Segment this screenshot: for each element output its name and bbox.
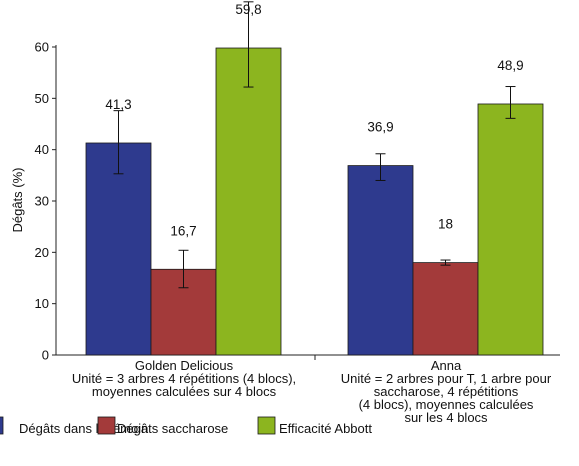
data-labels: 41,3 36,9 16,7 18 59,8 48,9 [105, 2, 523, 238]
category-label: (4 blocs), moyennes calculées [359, 397, 534, 412]
bar [85, 142, 152, 356]
y-tick-label: 30 [35, 194, 49, 209]
y-tick-label: 60 [35, 40, 49, 55]
bar [412, 262, 479, 356]
data-label: 41,3 [105, 97, 131, 112]
y-tick-label: 40 [35, 142, 49, 157]
category-label: Unité = 3 arbres 4 répétitions (4 blocs)… [72, 371, 296, 386]
y-tick-label: 10 [35, 296, 49, 311]
legend-label: Efficacité Abbott [279, 421, 372, 436]
data-label: 48,9 [497, 58, 523, 73]
category-label: saccharose, 4 répétitions [374, 384, 519, 399]
legend-swatch [0, 416, 4, 435]
category-label: sur les 4 blocs [404, 410, 488, 425]
legend-swatch [257, 416, 276, 435]
data-label: 16,7 [170, 223, 196, 238]
category-label: Anna [431, 358, 462, 373]
bar [347, 165, 414, 356]
bars [85, 1, 544, 356]
y-tick-label: 0 [42, 348, 49, 363]
category-label: Golden Delicious [135, 358, 234, 373]
bar [215, 47, 282, 356]
data-label: 18 [438, 217, 453, 232]
y-tick-label: 20 [35, 245, 49, 260]
bar [477, 103, 544, 356]
data-label: 59,8 [235, 2, 261, 17]
data-label: 36,9 [367, 120, 393, 135]
legend-label: Dégâts dans le témoin [19, 421, 148, 436]
y-tick-label: 50 [35, 91, 49, 106]
legend-label: Dégâts saccharose [117, 421, 228, 436]
category-label: moyennes calculées sur 4 blocs [92, 384, 277, 399]
legend-swatch [97, 416, 116, 435]
y-axis-title: Dégâts (%) [10, 167, 25, 232]
category-label: Unité = 2 arbres pour T, 1 arbre pour [341, 371, 552, 386]
